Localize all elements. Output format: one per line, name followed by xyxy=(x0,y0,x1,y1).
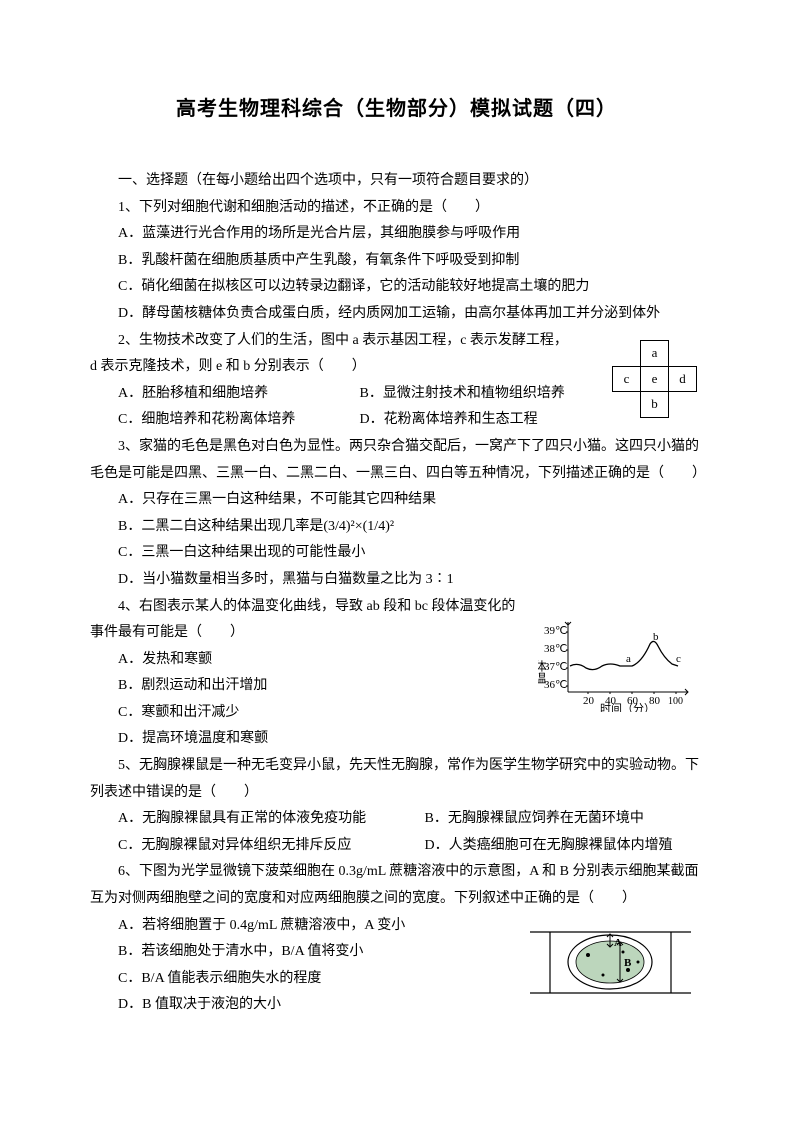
cell-e: e xyxy=(641,366,669,392)
q6-cell-diagram: A B xyxy=(528,920,693,1005)
q5-option-b: B．无胸腺裸鼠应饲养在无菌环境中 xyxy=(397,806,704,833)
cell-b: b xyxy=(641,392,669,418)
xtick-20: 20 xyxy=(583,695,595,707)
ylabel: 体温 xyxy=(538,660,547,684)
q4-chart: 39℃ 38℃ 37℃ 36℃ 20 40 60 80 100 a b c 体温… xyxy=(538,612,693,712)
ytick-38: 38℃ xyxy=(544,643,567,655)
q4-option-a: A．发热和寒颤 xyxy=(90,647,523,674)
xtick-100: 100 xyxy=(668,696,683,707)
page-title: 高考生物理科综合（生物部分）模拟试题（四） xyxy=(90,90,703,128)
q1-option-c: C．硝化细菌在拟核区可以边转录边翻译，它的活动能较好地提高土壤的肥力 xyxy=(90,274,703,301)
q2-option-c: C．细胞培养和花粉离体培养 xyxy=(90,407,332,434)
q3-option-b: B．二黑二白这种结果出现几率是(3/4)²×(1/4)² xyxy=(90,514,703,541)
q6-option-c: C．B/A 值能表示细胞失水的程度 xyxy=(90,966,513,993)
q3-option-c: C．三黑一白这种结果出现的可能性最小 xyxy=(90,540,703,567)
ytick-39: 39℃ xyxy=(544,625,567,637)
label-a: A xyxy=(614,937,622,949)
ytick-37: 37℃ xyxy=(544,661,567,673)
q6-stem: 6、下图为光学显微镜下菠菜细胞在 0.3g/mL 蔗糖溶液中的示意图，A 和 B… xyxy=(90,859,703,912)
q5-stem: 5、无胸腺裸鼠是一种无毛变异小鼠，先天性无胸腺，常作为医学生物学研究中的实验动物… xyxy=(90,753,703,806)
q3-stem: 3、家猫的毛色是黑色对白色为显性。两只杂合猫交配后，一窝产下了四只小猫。这四只小… xyxy=(90,434,703,487)
q3-option-a: A．只存在三黑一白这种结果，不可能其它四种结果 xyxy=(90,487,703,514)
q1-stem: 1、下列对细胞代谢和细胞活动的描述，不正确的是（ ） xyxy=(90,195,703,222)
q4-option-d: D．提高环境温度和寒颤 xyxy=(90,726,523,753)
q4-option-c: C．寒颤和出汗减少 xyxy=(90,700,523,727)
ytick-36: 36℃ xyxy=(544,679,567,691)
q5-option-d: D．人类癌细胞可在无胸腺裸鼠体内增殖 xyxy=(397,833,704,860)
q1-option-a: A．蓝藻进行光合作用的场所是光合片层，其细胞膜参与呼吸作用 xyxy=(90,221,703,248)
xlabel: 时间（分） xyxy=(600,702,655,712)
cell-a: a xyxy=(641,341,669,367)
q2-stem: 2、生物技术改变了人们的生活，图中 a 表示基因工程，c 表示发酵工程，d 表示… xyxy=(90,328,573,381)
q1-option-d: D．酵母菌核糖体负责合成蛋白质，经内质网加工运输，由高尔基体再加工并分泌到体外 xyxy=(90,301,703,328)
q2-option-b: B．显微注射技术和植物组织培养 xyxy=(332,381,574,408)
q2-option-d: D．花粉离体培养和生态工程 xyxy=(332,407,574,434)
point-c: c xyxy=(676,653,681,665)
q4-option-b: B．剧烈运动和出汗增加 xyxy=(90,673,523,700)
q6-option-b: B．若该细胞处于清水中，B/A 值将变小 xyxy=(90,939,513,966)
q3-option-d: D．当小猫数量相当多时，黑猫与白猫数量之比为 3∶1 xyxy=(90,567,703,594)
q5-option-c: C．无胸腺裸鼠对异体组织无排斥反应 xyxy=(90,833,397,860)
section-heading: 一、选择题（在每小题给出四个选项中，只有一项符合题目要求的） xyxy=(90,168,703,195)
cell-c: c xyxy=(613,366,641,392)
label-b: B xyxy=(624,957,632,969)
cell-d: d xyxy=(669,366,697,392)
q2-option-a: A．胚胎移植和细胞培养 xyxy=(90,381,332,408)
q6-option-d: D．B 值取决于液泡的大小 xyxy=(90,992,513,1019)
q6-option-a: A．若将细胞置于 0.4g/mL 蔗糖溶液中，A 变小 xyxy=(90,913,513,940)
point-a: a xyxy=(626,653,631,665)
q2-cross-diagram: a c e d b xyxy=(612,340,697,418)
point-b: b xyxy=(653,631,659,643)
q1-option-b: B．乳酸杆菌在细胞质基质中产生乳酸，有氧条件下呼吸受到抑制 xyxy=(90,248,703,275)
q4-stem: 4、右图表示某人的体温变化曲线，导致 ab 段和 bc 段体温变化的事件最有可能… xyxy=(90,594,523,647)
q5-option-a: A．无胸腺裸鼠具有正常的体液免疫功能 xyxy=(90,806,397,833)
